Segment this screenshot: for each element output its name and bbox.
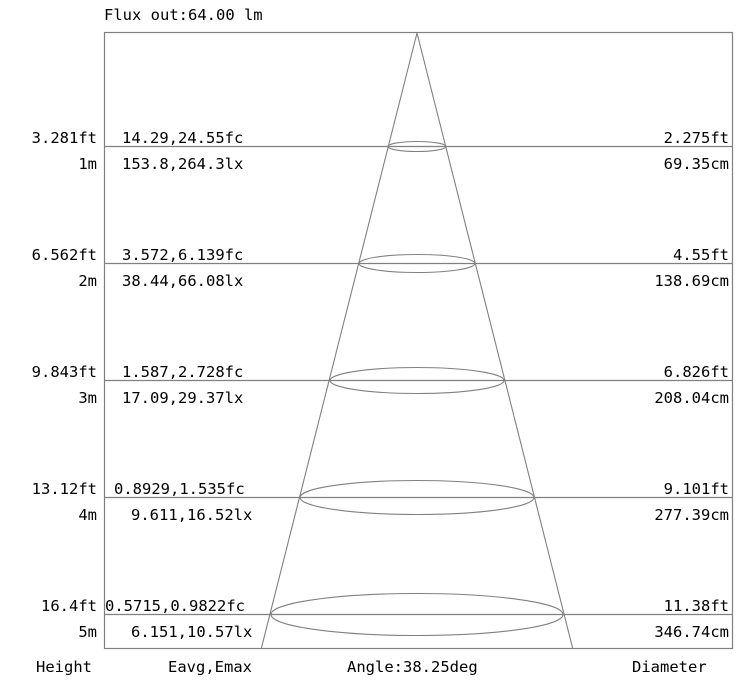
cone-edge-left [260, 32, 418, 649]
eavg-emax-lx-4m: 9.611,16.52lx [131, 506, 253, 524]
eavg-emax-fc-1m: 14.29,24.55fc [122, 129, 244, 147]
footer-eavg-emax-label: Eavg,Emax [168, 658, 252, 676]
footer-beam-angle-label: Angle:38.25deg [347, 658, 478, 676]
footer-diameter-label: Diameter [632, 658, 707, 676]
height-ft-1m: 3.281ft [31, 129, 97, 147]
diameter-ft-4m: 9.101ft [663, 480, 729, 498]
beam-ellipse-3m [329, 366, 505, 395]
diameter-ft-2m: 4.55ft [673, 246, 729, 264]
beam-ellipse-2m [358, 253, 476, 274]
height-ft-5m: 16.4ft [41, 597, 97, 615]
eavg-emax-fc-5m: 0.5715,0.9822fc [105, 597, 245, 615]
diameter-cm-2m: 138.69cm [654, 272, 729, 290]
height-m-3m: 3m [78, 389, 97, 407]
height-m-1m: 1m [78, 155, 97, 173]
diameter-ft-1m: 2.275ft [663, 129, 729, 147]
beam-ellipse-4m [299, 479, 535, 516]
height-m-2m: 2m [78, 272, 97, 290]
diameter-cm-4m: 277.39cm [654, 506, 729, 524]
beam-ellipse-5m [270, 592, 564, 637]
eavg-emax-lx-1m: 153.8,264.3lx [122, 155, 244, 173]
height-m-5m: 5m [78, 623, 97, 641]
diameter-cm-5m: 346.74cm [654, 623, 729, 641]
eavg-emax-fc-3m: 1.587,2.728fc [122, 363, 244, 381]
diameter-ft-3m: 6.826ft [663, 363, 729, 381]
height-ft-3m: 9.843ft [31, 363, 97, 381]
flux-out-title: Flux out:64.00 lm [104, 6, 263, 24]
eavg-emax-fc-4m: 0.8929,1.535fc [114, 480, 245, 498]
diagram-frame [103, 31, 734, 650]
eavg-emax-lx-3m: 17.09,29.37lx [122, 389, 244, 407]
diameter-cm-1m: 69.35cm [663, 155, 729, 173]
beam-ellipse-1m [387, 140, 447, 153]
eavg-emax-lx-5m: 6.151,10.57lx [131, 623, 253, 641]
diameter-cm-3m: 208.04cm [654, 389, 729, 407]
height-ft-2m: 6.562ft [31, 246, 97, 264]
cone-edge-right [416, 32, 574, 649]
diameter-ft-5m: 11.38ft [663, 597, 729, 615]
height-m-4m: 4m [78, 506, 97, 524]
eavg-emax-lx-2m: 38.44,66.08lx [122, 272, 244, 290]
eavg-emax-fc-2m: 3.572,6.139fc [122, 246, 244, 264]
height-ft-4m: 13.12ft [31, 480, 97, 498]
footer-height-label: Height [36, 658, 92, 676]
